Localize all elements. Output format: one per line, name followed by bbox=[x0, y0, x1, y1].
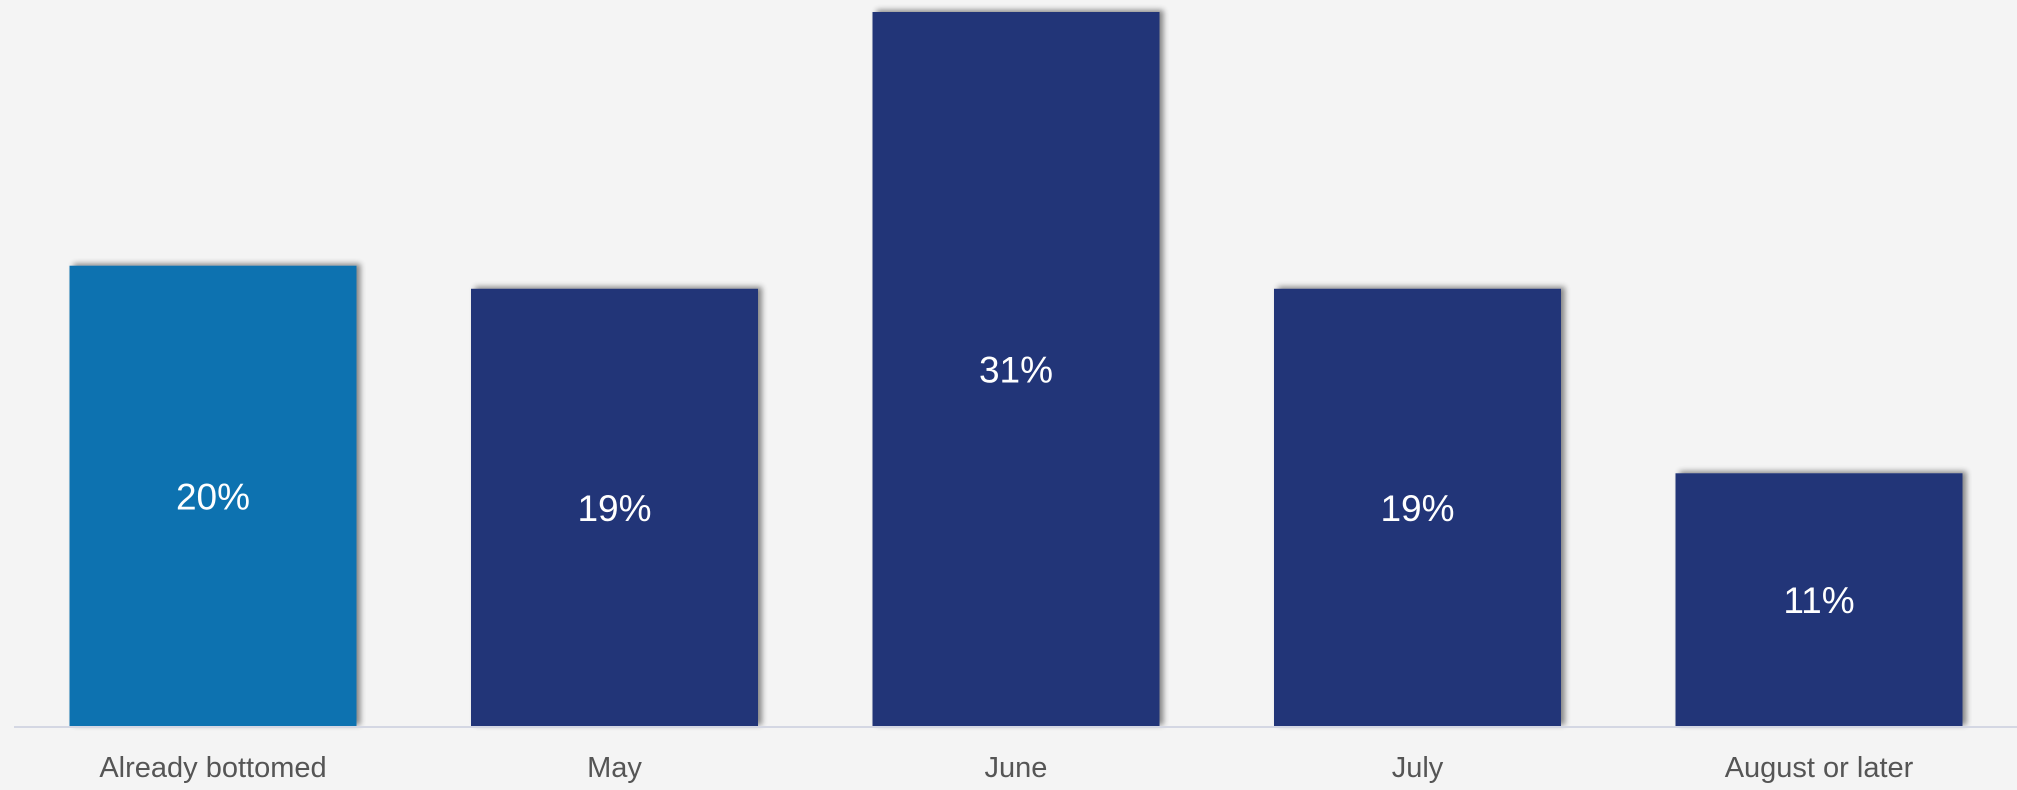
bar-value-label: 19% bbox=[1380, 488, 1454, 529]
bar-july bbox=[1274, 288, 1561, 727]
bar-already-bottomed bbox=[69, 265, 357, 727]
bar-may bbox=[471, 288, 758, 727]
bar-june bbox=[872, 12, 1160, 727]
x-tick-label: June bbox=[985, 752, 1048, 784]
bar-value-label: 19% bbox=[577, 488, 651, 529]
x-tick-label: July bbox=[1392, 752, 1444, 784]
bars-group: 20% 19% 31% 19% 11% bbox=[69, 12, 1963, 727]
bar-august-or-later bbox=[1675, 473, 1963, 727]
x-tick-label: Already bottomed bbox=[99, 752, 326, 784]
bar-value-label: 20% bbox=[176, 476, 250, 517]
bar-value-label: 11% bbox=[1783, 580, 1854, 621]
x-tick-label: May bbox=[587, 752, 642, 784]
bar-value-label: 31% bbox=[979, 350, 1053, 391]
x-tick-label: August or later bbox=[1725, 752, 1914, 784]
x-tick-labels: Already bottomed May June July August or lat… bbox=[99, 752, 1913, 784]
